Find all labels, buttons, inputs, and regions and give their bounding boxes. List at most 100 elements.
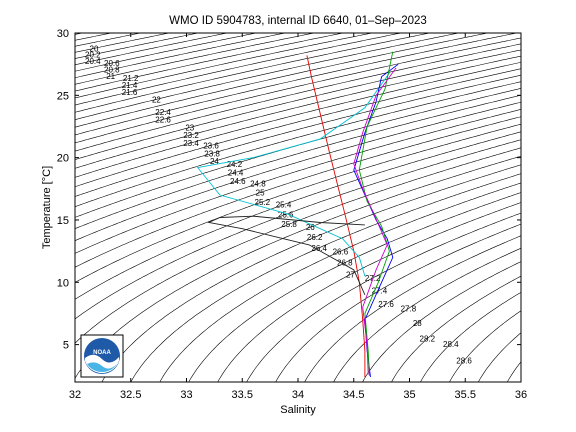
contour-label: 28.6 bbox=[456, 357, 472, 366]
density-contour bbox=[75, 49, 521, 160]
density-contour bbox=[159, 182, 521, 382]
density-contour bbox=[75, 109, 521, 254]
contour-label: 23 bbox=[185, 124, 194, 133]
noaa-logo-text: NOAA bbox=[93, 350, 111, 356]
density-contour bbox=[477, 332, 521, 382]
contour-label: 22 bbox=[152, 95, 161, 104]
contour-label: 27.8 bbox=[401, 305, 417, 314]
contour-label: 22.4 bbox=[155, 108, 171, 117]
x-tick-label: 34.5 bbox=[343, 389, 364, 401]
density-contour bbox=[75, 55, 521, 169]
density-contour bbox=[333, 247, 521, 382]
contour-label: 24.2 bbox=[227, 160, 243, 169]
density-contour bbox=[391, 275, 521, 382]
contour-label: 25.4 bbox=[276, 201, 292, 210]
density-contour bbox=[75, 139, 521, 320]
density-contour bbox=[75, 33, 490, 128]
contour-label: 27.4 bbox=[372, 286, 388, 295]
density-contour bbox=[75, 37, 521, 144]
x-tick-label: 33 bbox=[180, 389, 192, 401]
x-axis: 32 32.5 33 33.5 34 34.5 35 35.5 36 bbox=[69, 33, 527, 401]
density-contour bbox=[75, 61, 521, 178]
density-contour bbox=[75, 33, 287, 79]
contour-label: 23.4 bbox=[183, 139, 199, 148]
contour-label: 20.4 bbox=[85, 57, 101, 66]
contour-label: 21.2 bbox=[123, 74, 139, 83]
contour-label: 24.4 bbox=[228, 168, 244, 177]
density-contour bbox=[75, 131, 521, 300]
density-contour bbox=[101, 164, 521, 382]
contour-label: 20.6 bbox=[104, 59, 120, 68]
contour-label: 23.8 bbox=[204, 149, 220, 158]
noaa-logo: NOAA bbox=[80, 334, 124, 378]
contour-label: 21.4 bbox=[122, 81, 138, 90]
density-contour bbox=[188, 192, 521, 382]
density-contour bbox=[75, 33, 142, 47]
density-contour bbox=[75, 116, 521, 268]
contour-label: 25.6 bbox=[278, 210, 294, 219]
contour-label: 24 bbox=[210, 157, 219, 166]
density-contour bbox=[75, 101, 521, 241]
contour-label: 21 bbox=[106, 72, 115, 81]
x-axis-label: Salinity bbox=[280, 404, 316, 416]
profile-line bbox=[306, 55, 366, 377]
x-tick-label: 36 bbox=[515, 389, 527, 401]
x-tick-label: 35 bbox=[403, 389, 415, 401]
profile-lines bbox=[196, 51, 399, 378]
y-tick-label: 25 bbox=[57, 90, 69, 102]
contour-label: 26.8 bbox=[337, 259, 353, 268]
density-contour bbox=[75, 33, 171, 53]
density-contour bbox=[75, 68, 521, 188]
contour-label: 20 bbox=[90, 44, 99, 53]
density-contour bbox=[75, 33, 432, 113]
contour-label: 20.8 bbox=[104, 66, 120, 75]
density-contour bbox=[246, 212, 521, 382]
density-contour bbox=[75, 33, 461, 120]
contour-label: 22.6 bbox=[155, 115, 171, 124]
contour-label: 24.6 bbox=[230, 177, 246, 186]
profile-line bbox=[196, 72, 390, 277]
contour-label: 25.2 bbox=[255, 198, 271, 207]
contour-label: 28 bbox=[413, 319, 422, 328]
y-axis: 5 10 15 20 25 30 bbox=[57, 28, 521, 352]
y-axis-label: Temperature [°C] bbox=[41, 166, 53, 249]
contour-label: 21.6 bbox=[122, 88, 138, 97]
density-contour bbox=[75, 33, 345, 92]
x-tick-label: 32.5 bbox=[120, 389, 141, 401]
density-contour bbox=[449, 310, 521, 382]
contour-label: 28.4 bbox=[443, 340, 459, 349]
density-contour bbox=[75, 33, 316, 85]
x-tick-label: 33.5 bbox=[232, 389, 253, 401]
contour-label: 27 bbox=[346, 271, 355, 280]
density-contour bbox=[75, 33, 374, 99]
x-tick-label: 35.5 bbox=[455, 389, 476, 401]
density-contour bbox=[75, 33, 200, 59]
density-contour bbox=[75, 43, 521, 152]
contour-label: 25 bbox=[256, 189, 265, 198]
density-contour bbox=[275, 223, 521, 382]
density-contour bbox=[75, 33, 113, 41]
density-contour bbox=[69, 21, 114, 30]
density-contour bbox=[75, 74, 521, 197]
contour-label: 27.6 bbox=[378, 300, 394, 309]
density-contour bbox=[75, 33, 258, 72]
contour-label: 25.8 bbox=[281, 220, 297, 229]
density-contour bbox=[130, 173, 521, 382]
y-tick-label: 5 bbox=[63, 340, 69, 352]
density-contour bbox=[75, 94, 521, 229]
contour-label: 20.2 bbox=[85, 51, 101, 60]
x-tick-label: 32 bbox=[69, 389, 81, 401]
y-tick-label: 10 bbox=[57, 277, 69, 289]
contour-label: 26.6 bbox=[333, 247, 349, 256]
contour-label: 23.6 bbox=[203, 141, 219, 150]
contour-label: 24.8 bbox=[250, 180, 266, 189]
density-contour bbox=[75, 81, 521, 208]
density-contour bbox=[362, 261, 521, 382]
density-contour bbox=[75, 33, 229, 66]
density-contour bbox=[217, 202, 521, 382]
chart-title: WMO ID 5904783, internal ID 6640, 01–Sep… bbox=[169, 15, 427, 27]
plot-frame bbox=[74, 32, 522, 383]
density-contour bbox=[69, 21, 85, 24]
